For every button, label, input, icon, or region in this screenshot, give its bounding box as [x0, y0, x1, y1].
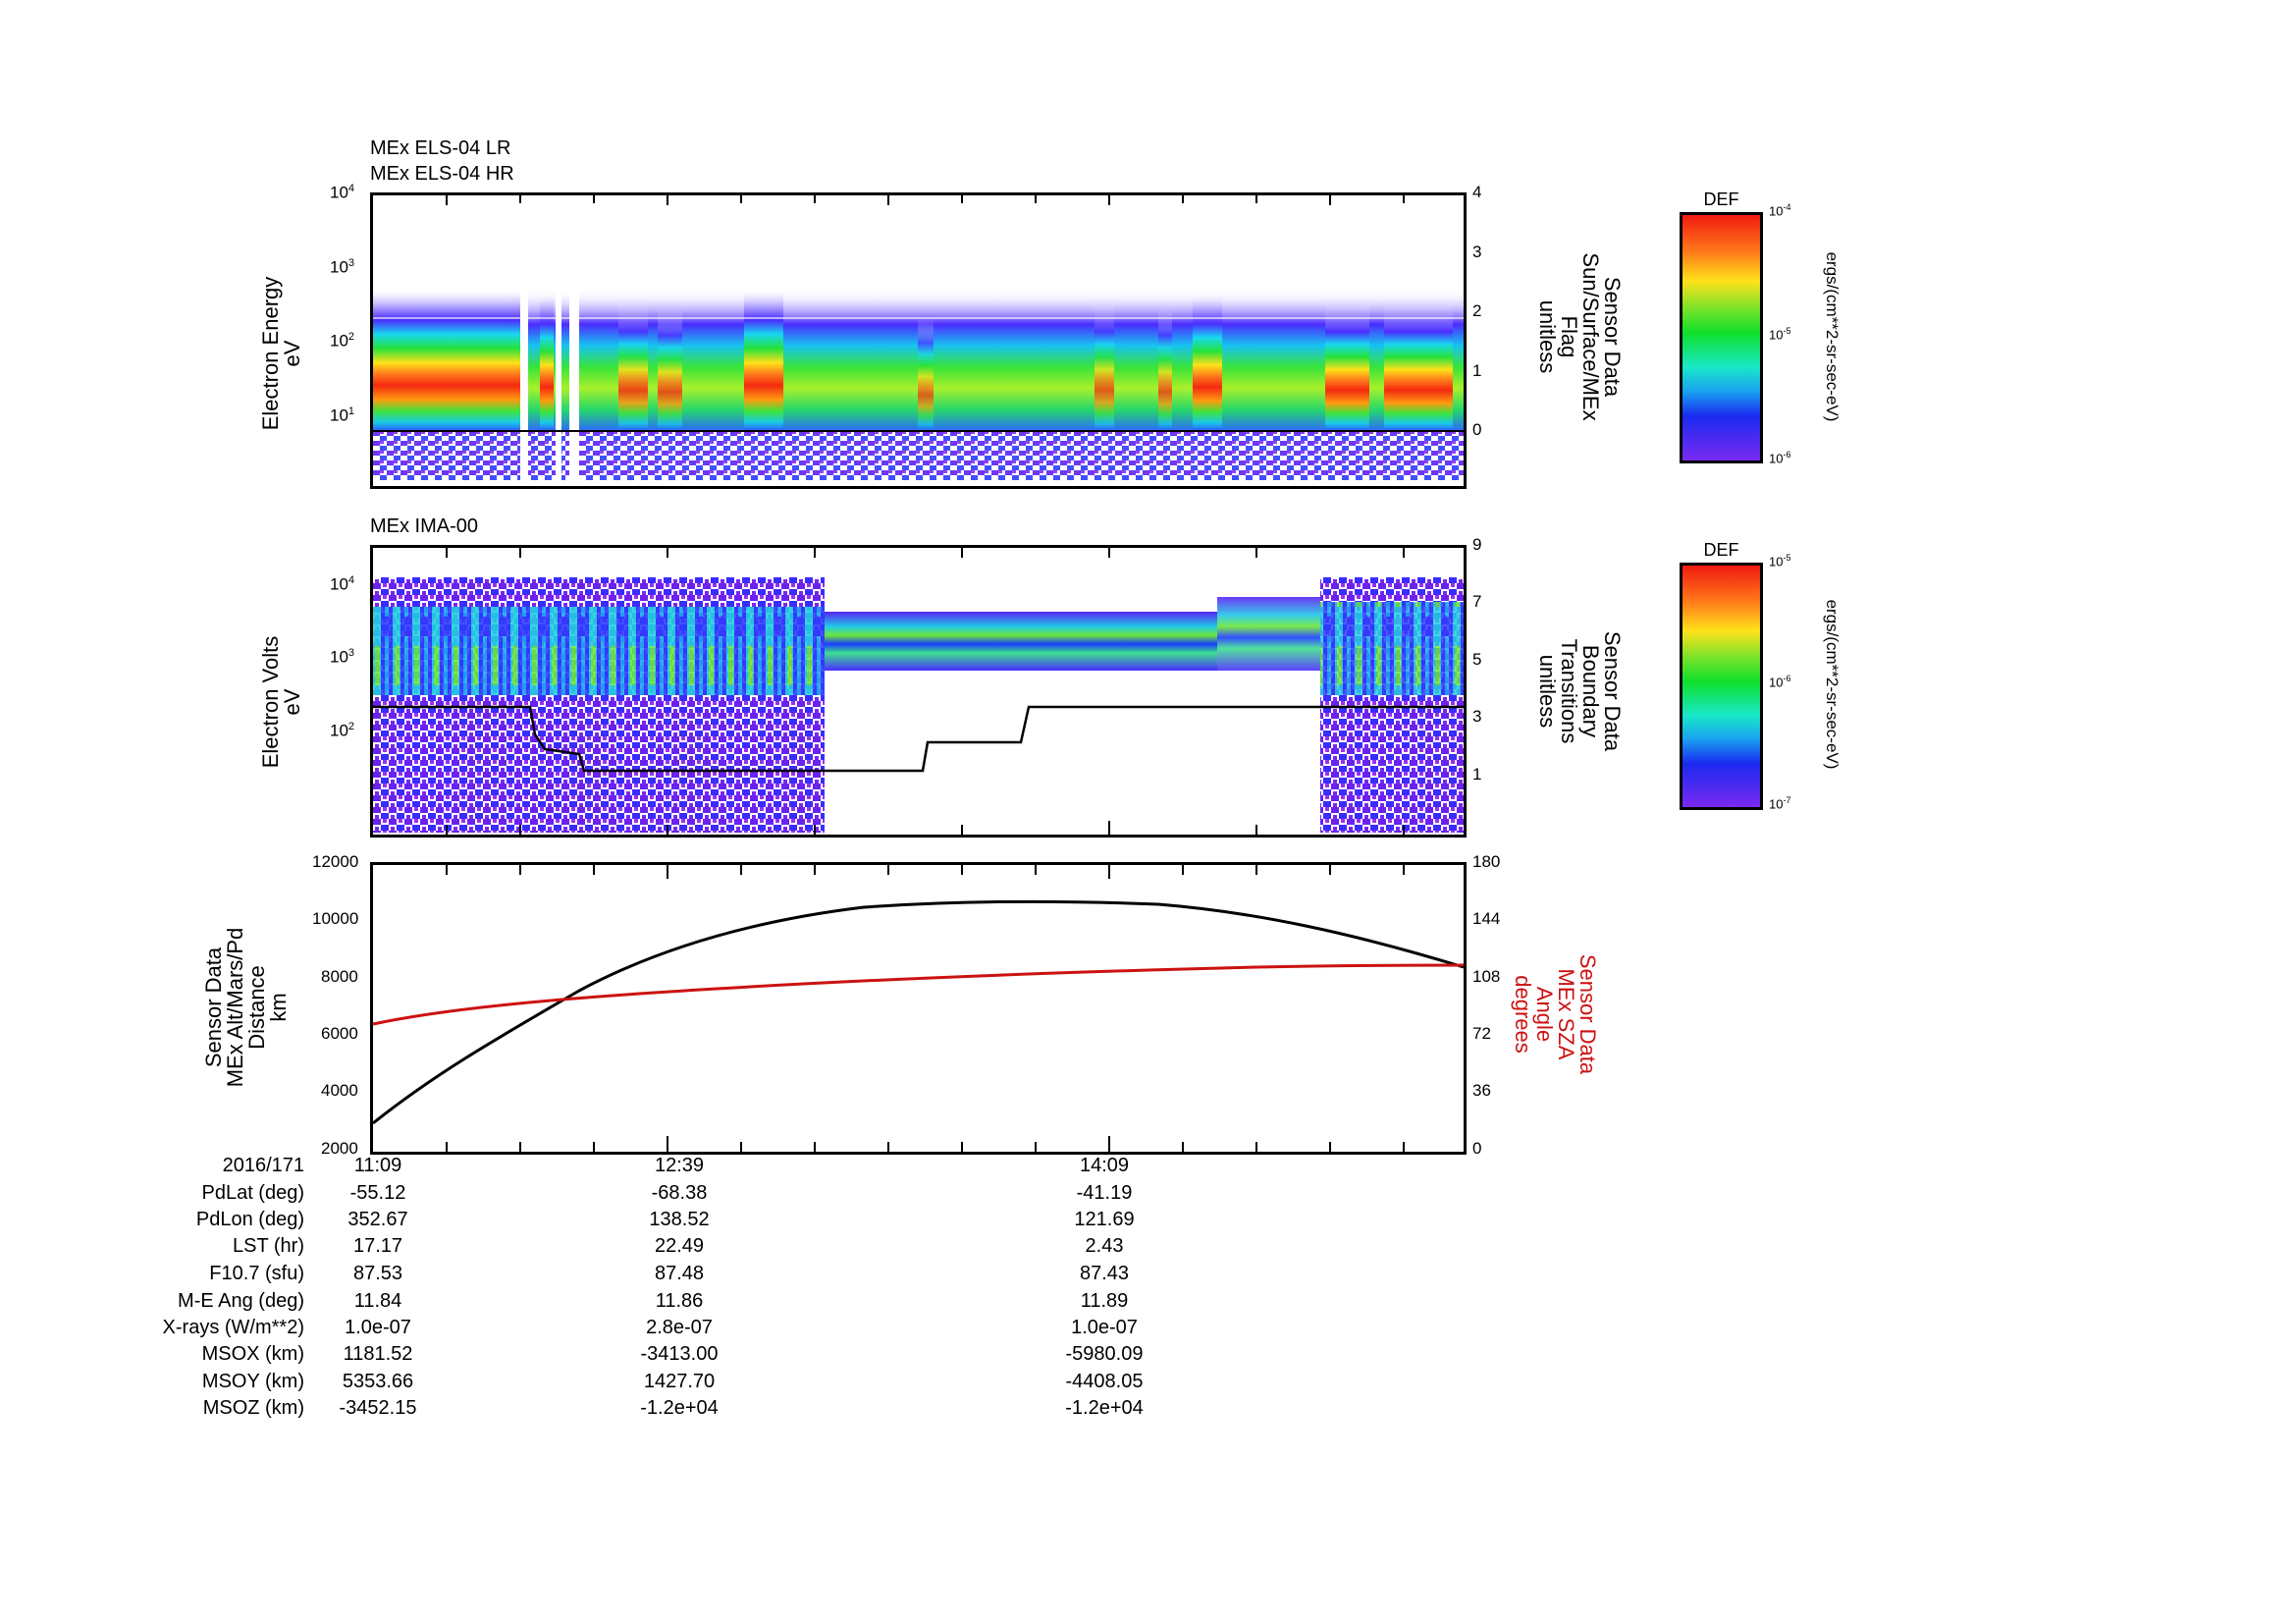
panel3-left-axis-label: Sensor Data MEx Alt/Mars/Pd Distance km [201, 927, 291, 1088]
colorbar2-mid: 10-6 [1769, 674, 1791, 690]
panel1-rtick-4: 4 [1472, 183, 1482, 201]
panel1-ytick-1e1: 101 [330, 406, 355, 425]
footer-cell: -5980.09 [1065, 1343, 1144, 1365]
footer-cell: 11.84 [353, 1290, 402, 1312]
footer-cell: 87.48 [654, 1263, 705, 1284]
panel1-ytick-1e2: 102 [330, 331, 355, 351]
panel1-heatmap-graphic [373, 195, 1464, 486]
panel1-rtick-2: 2 [1472, 301, 1482, 320]
panel1-rtick-1: 1 [1472, 361, 1482, 380]
footer-row-label: X-rays (W/m**2) [162, 1317, 304, 1338]
footer-row-label: M-E Ang (deg) [178, 1290, 304, 1312]
panel3-rtick-0: 0 [1472, 1139, 1482, 1158]
footer-row-label: F10.7 (sfu) [209, 1263, 304, 1284]
footer-row-label: MSOX (km) [201, 1343, 304, 1365]
panel1-rtick-0: 0 [1472, 420, 1482, 439]
footer-row-label: LST (hr) [233, 1235, 304, 1257]
footer-cell: 1.0e-07 [345, 1317, 411, 1338]
panel3-ytick-4000: 4000 [321, 1081, 358, 1100]
footer-cell: 87.53 [352, 1263, 403, 1284]
panel2-ima-spectrogram [370, 545, 1467, 838]
panel2-right-axis-label: Sensor Data Boundary Transitions unitles… [1535, 630, 1625, 752]
footer-cell: 87.43 [1079, 1263, 1130, 1284]
colorbar1-title: DEF [1703, 189, 1739, 209]
panel1-title-line2: MEx ELS-04 HR [370, 163, 514, 185]
panel2-title: MEx IMA-00 [370, 515, 479, 537]
footer-row-label: PdLon (deg) [195, 1209, 304, 1230]
panel3-ytick-12000: 12000 [312, 852, 359, 871]
footer-cell: 11.89 [1080, 1290, 1129, 1312]
footer-cell: 17.17 [352, 1235, 403, 1257]
panel3-ytick-8000: 8000 [321, 967, 358, 986]
panel3-right-axis-label: Sensor Data MEx SZA Angle degrees [1511, 953, 1600, 1075]
panel2-ytick-1e2: 102 [330, 721, 355, 740]
footer-time-2: 12:39 [654, 1155, 705, 1176]
footer-cell: 138.52 [649, 1209, 710, 1230]
footer-cell: -3413.00 [640, 1343, 719, 1365]
colorbar2-title: DEF [1703, 540, 1739, 560]
footer-row-label: PdLat (deg) [201, 1182, 304, 1204]
footer-cell: 2.43 [1085, 1235, 1124, 1257]
panel2-rtick-1: 1 [1472, 765, 1482, 784]
footer-cell: 22.49 [654, 1235, 705, 1257]
panel3-rtick-144: 144 [1472, 909, 1501, 928]
panel1-left-axis-label: Electron Energy eV [258, 276, 304, 431]
panel3-rtick-72: 72 [1472, 1024, 1491, 1043]
colorbar2 [1680, 563, 1763, 810]
footer-row-label: MSOZ (km) [202, 1397, 304, 1419]
footer-cell: -68.38 [651, 1182, 708, 1204]
colorbar1-unit-label: ergs/(cm**2-sr-sec-eV) [1823, 251, 1842, 422]
panel3-rtick-36: 36 [1472, 1081, 1491, 1100]
footer-date: 2016/171 [222, 1155, 304, 1176]
panel1-ytick-1e4: 104 [330, 183, 355, 202]
footer-cell: -55.12 [349, 1182, 406, 1204]
panel2-rtick-7: 7 [1472, 592, 1482, 611]
footer-cell: 11.86 [655, 1290, 704, 1312]
panel2-left-axis-label: Electron Volts eV [258, 635, 304, 769]
panel3-line-graphic [373, 865, 1464, 1152]
footer-cell: -41.19 [1076, 1182, 1133, 1204]
panel2-ytick-1e4: 104 [330, 574, 355, 594]
panel3-ytick-6000: 6000 [321, 1024, 358, 1043]
colorbar2-unit-label: ergs/(cm**2-sr-sec-eV) [1823, 599, 1842, 770]
panel3-line-plot [370, 862, 1467, 1155]
colorbar1 [1680, 212, 1763, 463]
colorbar2-max: 10-5 [1769, 553, 1791, 569]
footer-time-3: 14:09 [1079, 1155, 1130, 1176]
footer-cell: 2.8e-07 [646, 1317, 713, 1338]
footer-cell: 121.69 [1074, 1209, 1135, 1230]
colorbar1-mid: 10-5 [1769, 326, 1791, 343]
panel2-ytick-1e3: 103 [330, 647, 355, 667]
panel3-rtick-108: 108 [1472, 967, 1501, 986]
panel1-rtick-3: 3 [1472, 243, 1482, 261]
footer-cell: 5353.66 [342, 1371, 414, 1392]
colorbar2-min: 10-7 [1769, 795, 1791, 812]
footer-cell: -1.2e+04 [1065, 1397, 1144, 1419]
panel1-title-line1: MEx ELS-04 LR [370, 137, 511, 159]
footer-cell: -3452.15 [339, 1397, 417, 1419]
panel3-rtick-180: 180 [1472, 852, 1501, 871]
panel2-heatmap-graphic [373, 548, 1464, 835]
footer-cell: 1427.70 [643, 1371, 716, 1392]
footer-row-label: MSOY (km) [201, 1371, 304, 1392]
footer-cell: -1.2e+04 [640, 1397, 719, 1419]
footer-cell: 1.0e-07 [1071, 1317, 1138, 1338]
footer-cell: 352.67 [347, 1209, 408, 1230]
panel1-right-axis-label: Sensor Data Sun/Surface/MEx Flag unitles… [1535, 252, 1625, 421]
panel3-ytick-2000: 2000 [321, 1139, 358, 1158]
panel1-els-spectrogram [370, 192, 1467, 489]
colorbar1-min: 10-6 [1769, 450, 1791, 466]
panel2-rtick-9: 9 [1472, 535, 1482, 554]
panel3-ytick-10000: 10000 [312, 909, 359, 928]
colorbar1-max: 10-4 [1769, 202, 1791, 219]
panel2-rtick-5: 5 [1472, 650, 1482, 669]
panel1-ytick-1e3: 103 [330, 257, 355, 277]
footer-cell: 1181.52 [343, 1343, 413, 1365]
panel2-rtick-3: 3 [1472, 707, 1482, 726]
footer-cell: -4408.05 [1065, 1371, 1144, 1392]
footer-time-1: 11:09 [353, 1155, 402, 1176]
